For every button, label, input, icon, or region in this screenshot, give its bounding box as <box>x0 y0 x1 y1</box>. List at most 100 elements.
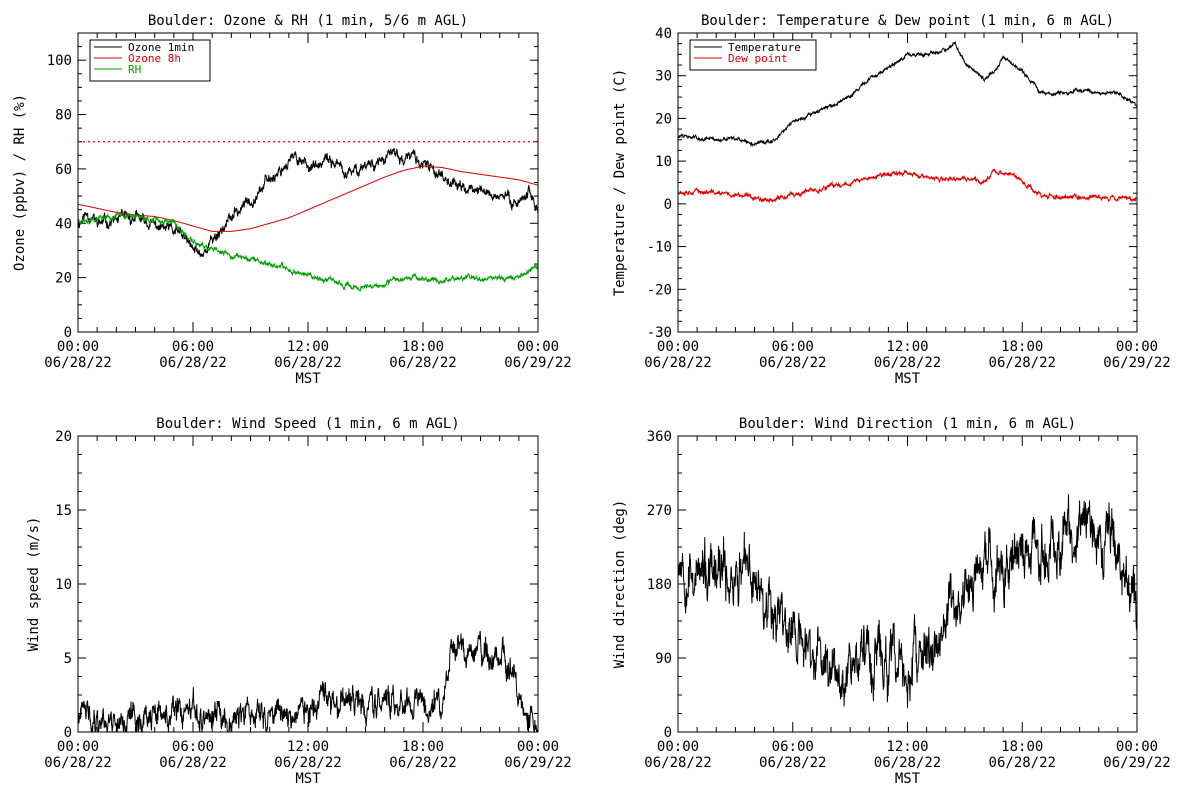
x-tick-date: 06/29/22 <box>1103 355 1170 371</box>
series-line-1 <box>78 630 538 732</box>
x-tick-date: 06/28/22 <box>389 355 456 371</box>
chart-title: Boulder: Temperature & Dew point (1 min,… <box>701 13 1114 29</box>
x-tick-date: 06/29/22 <box>1103 755 1170 771</box>
y-tick-label: 0 <box>64 325 72 341</box>
x-tick-date: 06/28/22 <box>644 355 711 371</box>
x-tick-time: 12:00 <box>287 339 329 355</box>
legend-label: RH <box>128 63 141 76</box>
x-axis-label: MST <box>895 771 921 787</box>
x-tick-time: 00:00 <box>517 739 559 755</box>
x-tick-time: 00:00 <box>657 739 699 755</box>
y-tick-label: 30 <box>655 69 672 85</box>
data-area <box>678 494 1137 709</box>
plot-frame <box>77 32 539 333</box>
legend-box <box>689 39 817 71</box>
x-axis-label: MST <box>295 371 321 387</box>
x-tick-date: 06/28/22 <box>389 755 456 771</box>
data-area <box>78 147 538 292</box>
y-tick-label: 20 <box>655 111 672 127</box>
x-tick-date: 06/28/22 <box>989 755 1056 771</box>
series-line-1 <box>78 147 538 258</box>
x-tick-time: 00:00 <box>1116 339 1158 355</box>
x-tick-date: 06/28/22 <box>44 755 111 771</box>
y-tick-label: 20 <box>55 271 72 287</box>
x-tick-time: 00:00 <box>657 339 699 355</box>
chart-1: Boulder: Ozone & RH (1 min, 5/6 m AGL) 0 2… <box>12 13 572 387</box>
y-tick-label: 180 <box>647 577 672 593</box>
x-tick-date: 06/28/22 <box>274 355 341 371</box>
x-tick-date: 06/29/22 <box>504 355 571 371</box>
x-tick-date: 06/28/22 <box>989 355 1056 371</box>
x-tick-time: 06:00 <box>772 739 814 755</box>
x-axis-label: MST <box>295 771 321 787</box>
x-tick-time: 18:00 <box>1001 339 1043 355</box>
y-tick-label: 360 <box>647 429 672 445</box>
y-tick-label: -10 <box>647 240 672 256</box>
y-axis-label: Wind speed (m/s) <box>26 517 42 652</box>
series-line-1 <box>678 494 1137 709</box>
chart-2: Boulder: Temperature & Dew point (1 min,… <box>612 13 1171 387</box>
y-tick-label: 20 <box>55 429 72 445</box>
x-tick-time: 18:00 <box>402 339 444 355</box>
series-line-2 <box>78 165 538 232</box>
x-tick-time: 06:00 <box>172 739 214 755</box>
x-tick-time: 00:00 <box>1116 739 1158 755</box>
x-axis-label: MST <box>895 371 921 387</box>
legend-label: Ozone 1min <box>128 41 194 54</box>
x-tick-time: 12:00 <box>287 739 329 755</box>
y-tick-label: 40 <box>55 216 72 232</box>
chart-4: Boulder: Wind Direction (1 min, 6 m AGL)… <box>612 416 1171 787</box>
x-tick-time: 06:00 <box>772 339 814 355</box>
legend-label: Ozone 8h <box>128 52 181 65</box>
x-tick-time: 06:00 <box>172 339 214 355</box>
series-line-1 <box>678 40 1137 148</box>
x-tick-date: 06/28/22 <box>874 355 941 371</box>
y-tick-label: 15 <box>55 503 72 519</box>
y-tick-label: 270 <box>647 503 672 519</box>
y-tick-label: 60 <box>55 162 72 178</box>
x-tick-time: 12:00 <box>886 339 928 355</box>
chart-title: Boulder: Ozone & RH (1 min, 5/6 m AGL) <box>148 13 468 29</box>
y-tick-label: 90 <box>655 651 672 667</box>
x-tick-date: 06/28/22 <box>44 355 111 371</box>
y-axis-label: Wind direction (deg) <box>612 500 628 669</box>
x-tick-date: 06/28/22 <box>874 755 941 771</box>
data-area <box>78 630 538 732</box>
x-tick-time: 00:00 <box>517 339 559 355</box>
x-tick-date: 06/28/22 <box>159 355 226 371</box>
x-tick-date: 06/28/22 <box>644 755 711 771</box>
x-tick-date: 06/28/22 <box>759 355 826 371</box>
x-tick-time: 00:00 <box>57 739 99 755</box>
x-tick-date: 06/28/22 <box>759 755 826 771</box>
legend-label: Dew point <box>728 52 788 65</box>
y-tick-label: 0 <box>64 725 72 741</box>
y-tick-label: 10 <box>655 154 672 170</box>
y-tick-label: 100 <box>47 53 72 69</box>
x-tick-time: 00:00 <box>57 339 99 355</box>
plot-frame <box>677 32 1138 333</box>
x-tick-time: 18:00 <box>1001 739 1043 755</box>
chart-title: Boulder: Wind Speed (1 min, 6 m AGL) <box>156 416 459 432</box>
x-tick-date: 06/28/22 <box>159 755 226 771</box>
y-tick-label: 5 <box>64 651 72 667</box>
y-tick-label: 0 <box>664 197 672 213</box>
y-axis-label: Ozone (ppbv) / RH (%) <box>12 94 28 271</box>
data-area <box>678 40 1137 204</box>
y-tick-label: 0 <box>664 725 672 741</box>
plot-frame <box>677 435 1138 733</box>
y-tick-label: 40 <box>655 26 672 42</box>
legend-label: Temperature <box>728 41 801 54</box>
series-line-2 <box>678 168 1137 204</box>
x-tick-date: 06/28/22 <box>274 755 341 771</box>
x-tick-time: 18:00 <box>402 739 444 755</box>
series-line-3 <box>78 210 538 292</box>
x-tick-date: 06/29/22 <box>504 755 571 771</box>
chart-title: Boulder: Wind Direction (1 min, 6 m AGL) <box>739 416 1076 432</box>
y-tick-label: 80 <box>55 108 72 124</box>
y-tick-label: -30 <box>647 325 672 341</box>
x-tick-time: 12:00 <box>886 739 928 755</box>
y-axis-label: Temperature / Dew point (C) <box>612 69 628 297</box>
y-tick-label: -20 <box>647 282 672 298</box>
